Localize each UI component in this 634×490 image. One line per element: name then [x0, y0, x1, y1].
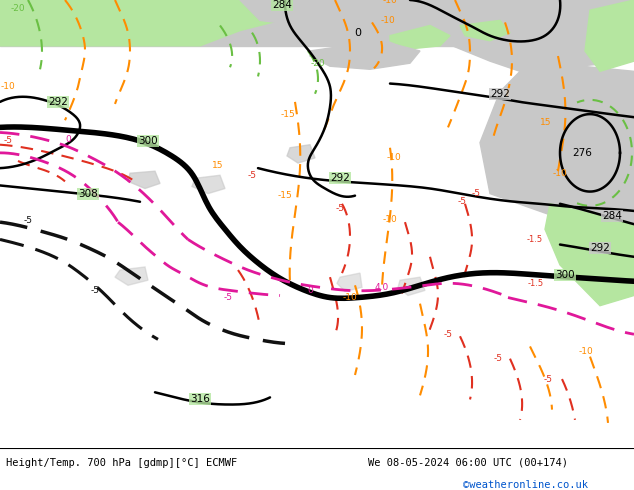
Text: -5: -5	[224, 293, 233, 302]
Text: -5: -5	[472, 189, 481, 198]
Text: -10: -10	[1, 82, 15, 91]
Text: 292: 292	[590, 243, 610, 253]
Polygon shape	[287, 145, 315, 163]
Polygon shape	[0, 0, 280, 46]
Text: Height/Temp. 700 hPa [gdmp][°C] ECMWF: Height/Temp. 700 hPa [gdmp][°C] ECMWF	[6, 458, 238, 468]
Text: -5: -5	[335, 204, 344, 213]
Text: 300: 300	[555, 270, 575, 280]
Text: -5: -5	[458, 197, 467, 206]
Text: -10: -10	[383, 0, 398, 4]
Text: 308: 308	[78, 189, 98, 198]
Text: -5: -5	[493, 354, 503, 363]
Polygon shape	[310, 41, 420, 69]
Text: 15: 15	[212, 161, 224, 170]
Text: 284: 284	[602, 211, 622, 221]
Polygon shape	[398, 277, 425, 295]
Text: -15: -15	[281, 110, 295, 119]
Polygon shape	[115, 267, 148, 285]
Text: -10: -10	[579, 347, 593, 356]
Text: 316: 316	[190, 394, 210, 404]
Polygon shape	[380, 0, 634, 72]
Text: We 08-05-2024 06:00 UTC (00+174): We 08-05-2024 06:00 UTC (00+174)	[368, 458, 567, 468]
Text: 0: 0	[65, 135, 71, 144]
Text: -10: -10	[383, 215, 398, 223]
Text: -10: -10	[387, 153, 401, 163]
Text: -1.5: -1.5	[528, 279, 544, 288]
Text: -10: -10	[380, 16, 396, 25]
Text: 284: 284	[272, 0, 292, 10]
Text: -20: -20	[11, 3, 25, 13]
Polygon shape	[0, 0, 634, 46]
Text: 276: 276	[572, 148, 592, 158]
Polygon shape	[545, 204, 634, 306]
Polygon shape	[520, 0, 600, 25]
Polygon shape	[460, 21, 510, 41]
Text: 292: 292	[490, 89, 510, 99]
Polygon shape	[192, 175, 225, 194]
Text: -10: -10	[342, 293, 358, 302]
Polygon shape	[337, 273, 362, 292]
Polygon shape	[0, 0, 140, 46]
Text: 0: 0	[307, 286, 313, 295]
Text: ©weatheronline.co.uk: ©weatheronline.co.uk	[463, 480, 588, 490]
Text: -5: -5	[23, 216, 32, 224]
Text: -1.5: -1.5	[527, 235, 543, 244]
Text: -20: -20	[311, 59, 325, 68]
Text: 4.0: 4.0	[375, 283, 389, 292]
Text: -5: -5	[4, 136, 13, 145]
Polygon shape	[390, 25, 450, 49]
Polygon shape	[240, 0, 380, 25]
Text: -5: -5	[543, 374, 552, 384]
Text: 292: 292	[330, 173, 350, 183]
Text: -15: -15	[278, 191, 292, 200]
Text: 292: 292	[48, 97, 68, 107]
Text: -5: -5	[247, 171, 257, 180]
Text: 0: 0	[354, 27, 361, 38]
Polygon shape	[128, 171, 160, 189]
Polygon shape	[480, 61, 634, 245]
Polygon shape	[585, 0, 634, 72]
Text: 300: 300	[138, 136, 158, 146]
Text: -5: -5	[91, 286, 100, 295]
Text: -10: -10	[553, 169, 567, 178]
Text: -5: -5	[444, 330, 453, 339]
Text: 15: 15	[540, 118, 552, 127]
